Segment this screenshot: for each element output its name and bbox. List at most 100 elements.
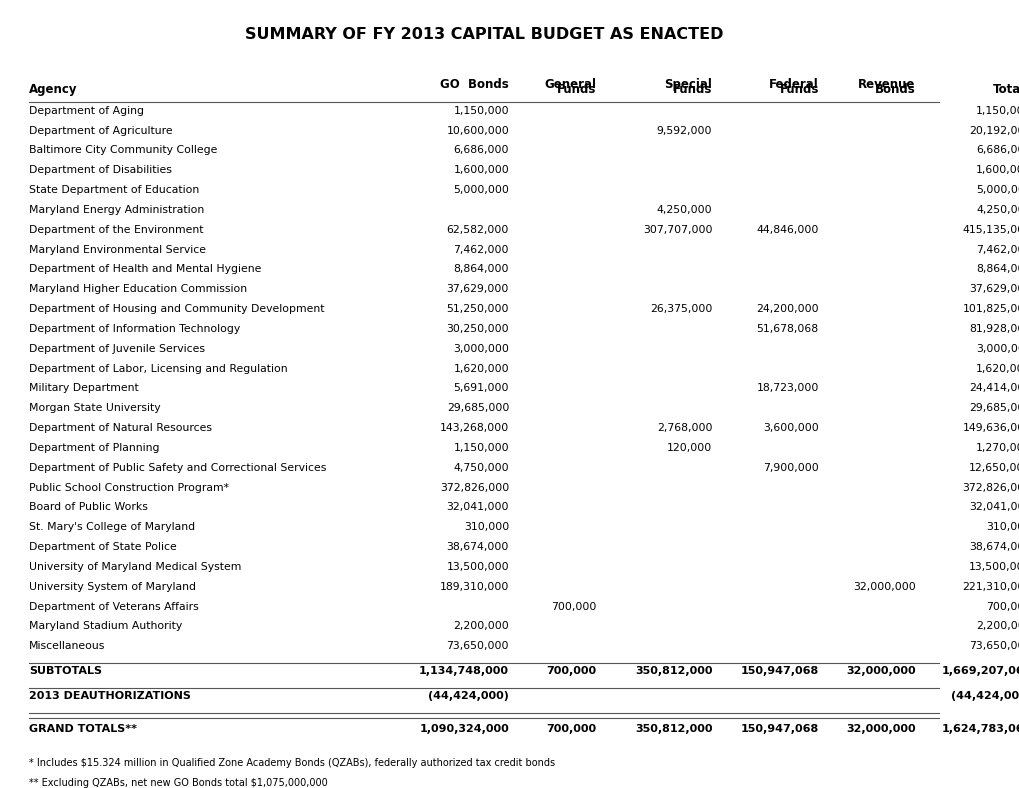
Text: 3,000,000: 3,000,000 <box>975 344 1019 354</box>
Text: St. Mary's College of Maryland: St. Mary's College of Maryland <box>29 522 195 532</box>
Text: 37,629,000: 37,629,000 <box>968 284 1019 294</box>
Text: 372,826,000: 372,826,000 <box>962 482 1019 492</box>
Text: 30,250,000: 30,250,000 <box>446 324 508 334</box>
Text: 32,041,000: 32,041,000 <box>968 503 1019 512</box>
Text: 1,134,748,000: 1,134,748,000 <box>419 666 508 675</box>
Text: 18,723,000: 18,723,000 <box>756 384 818 393</box>
Text: Miscellaneous: Miscellaneous <box>29 641 105 651</box>
Text: Department of the Environment: Department of the Environment <box>29 225 204 235</box>
Text: 372,826,000: 372,826,000 <box>439 482 508 492</box>
Text: Federal: Federal <box>768 78 818 91</box>
Text: (44,424,000): (44,424,000) <box>428 691 508 701</box>
Text: 2,768,000: 2,768,000 <box>656 423 711 433</box>
Text: 10,600,000: 10,600,000 <box>446 125 508 136</box>
Text: 81,928,068: 81,928,068 <box>969 324 1019 334</box>
Text: 143,268,000: 143,268,000 <box>439 423 508 433</box>
Text: 150,947,068: 150,947,068 <box>740 666 818 675</box>
Text: 62,582,000: 62,582,000 <box>446 225 508 235</box>
Text: SUBTOTALS: SUBTOTALS <box>29 666 102 675</box>
Text: 29,685,000: 29,685,000 <box>446 403 508 413</box>
Text: 221,310,000: 221,310,000 <box>961 582 1019 592</box>
Text: 8,864,000: 8,864,000 <box>975 265 1019 274</box>
Text: 700,000: 700,000 <box>985 601 1019 611</box>
Text: 7,462,000: 7,462,000 <box>453 244 508 255</box>
Text: 310,000: 310,000 <box>464 522 508 532</box>
Text: 1,150,000: 1,150,000 <box>453 106 508 116</box>
Text: 700,000: 700,000 <box>550 601 595 611</box>
Text: Public School Construction Program*: Public School Construction Program* <box>29 482 229 492</box>
Text: Totals: Totals <box>991 84 1019 96</box>
Text: 1,150,000: 1,150,000 <box>975 106 1019 116</box>
Text: 9,592,000: 9,592,000 <box>656 125 711 136</box>
Text: 37,629,000: 37,629,000 <box>446 284 508 294</box>
Text: University System of Maryland: University System of Maryland <box>29 582 196 592</box>
Text: (44,424,000): (44,424,000) <box>950 691 1019 701</box>
Text: 20,192,000: 20,192,000 <box>968 125 1019 136</box>
Text: Funds: Funds <box>779 84 818 96</box>
Text: 38,674,000: 38,674,000 <box>968 542 1019 552</box>
Text: General: General <box>544 78 595 91</box>
Text: 4,750,000: 4,750,000 <box>453 463 508 473</box>
Text: 38,674,000: 38,674,000 <box>446 542 508 552</box>
Text: 350,812,000: 350,812,000 <box>634 724 711 734</box>
Text: 7,900,000: 7,900,000 <box>762 463 818 473</box>
Text: University of Maryland Medical System: University of Maryland Medical System <box>29 562 242 572</box>
Text: 3,600,000: 3,600,000 <box>762 423 818 433</box>
Text: 32,000,000: 32,000,000 <box>845 724 915 734</box>
Text: 2013 DEAUTHORIZATIONS: 2013 DEAUTHORIZATIONS <box>29 691 191 701</box>
Text: 2,200,000: 2,200,000 <box>975 622 1019 631</box>
Text: Funds: Funds <box>556 84 595 96</box>
Text: 51,678,068: 51,678,068 <box>756 324 818 334</box>
Text: Department of Public Safety and Correctional Services: Department of Public Safety and Correcti… <box>29 463 326 473</box>
Text: Department of Housing and Community Development: Department of Housing and Community Deve… <box>29 304 324 314</box>
Text: 700,000: 700,000 <box>545 666 595 675</box>
Text: Department of Labor, Licensing and Regulation: Department of Labor, Licensing and Regul… <box>29 363 287 374</box>
Text: Maryland Higher Education Commission: Maryland Higher Education Commission <box>29 284 247 294</box>
Text: SUMMARY OF FY 2013 CAPITAL BUDGET AS ENACTED: SUMMARY OF FY 2013 CAPITAL BUDGET AS ENA… <box>245 28 722 43</box>
Text: 26,375,000: 26,375,000 <box>649 304 711 314</box>
Text: 5,691,000: 5,691,000 <box>453 384 508 393</box>
Text: GRAND TOTALS**: GRAND TOTALS** <box>29 724 137 734</box>
Text: 1,620,000: 1,620,000 <box>453 363 508 374</box>
Text: 1,090,324,000: 1,090,324,000 <box>419 724 508 734</box>
Text: * Includes $15.324 million in Qualified Zone Academy Bonds (QZABs), federally au: * Includes $15.324 million in Qualified … <box>29 758 554 768</box>
Text: 4,250,000: 4,250,000 <box>975 205 1019 215</box>
Text: 8,864,000: 8,864,000 <box>453 265 508 274</box>
Text: 32,000,000: 32,000,000 <box>852 582 915 592</box>
Text: 150,947,068: 150,947,068 <box>740 724 818 734</box>
Text: 24,414,000: 24,414,000 <box>968 384 1019 393</box>
Text: 1,669,207,068: 1,669,207,068 <box>941 666 1019 675</box>
Text: Maryland Environmental Service: Maryland Environmental Service <box>29 244 206 255</box>
Text: Board of Public Works: Board of Public Works <box>29 503 148 512</box>
Text: Department of Aging: Department of Aging <box>29 106 144 116</box>
Text: 51,250,000: 51,250,000 <box>446 304 508 314</box>
Text: Department of State Police: Department of State Police <box>29 542 176 552</box>
Text: Military Department: Military Department <box>29 384 139 393</box>
Text: 1,600,000: 1,600,000 <box>975 165 1019 175</box>
Text: Agency: Agency <box>29 84 77 96</box>
Text: State Department of Education: State Department of Education <box>29 185 199 195</box>
Text: 101,825,000: 101,825,000 <box>961 304 1019 314</box>
Text: 350,812,000: 350,812,000 <box>634 666 711 675</box>
Text: 44,846,000: 44,846,000 <box>756 225 818 235</box>
Text: 700,000: 700,000 <box>545 724 595 734</box>
Text: 415,135,000: 415,135,000 <box>962 225 1019 235</box>
Text: ** Excluding QZABs, net new GO Bonds total $1,075,000,000: ** Excluding QZABs, net new GO Bonds tot… <box>29 778 327 788</box>
Text: 1,620,000: 1,620,000 <box>975 363 1019 374</box>
Text: 1,270,000: 1,270,000 <box>975 443 1019 453</box>
Text: Maryland Energy Administration: Maryland Energy Administration <box>29 205 204 215</box>
Text: Revenue: Revenue <box>857 78 915 91</box>
Text: 1,150,000: 1,150,000 <box>453 443 508 453</box>
Text: 24,200,000: 24,200,000 <box>755 304 818 314</box>
Text: 6,686,000: 6,686,000 <box>453 146 508 155</box>
Text: 13,500,000: 13,500,000 <box>968 562 1019 572</box>
Text: Bonds: Bonds <box>874 84 915 96</box>
Text: Department of Juvenile Services: Department of Juvenile Services <box>29 344 205 354</box>
Text: 310,000: 310,000 <box>985 522 1019 532</box>
Text: 32,000,000: 32,000,000 <box>845 666 915 675</box>
Text: Baltimore City Community College: Baltimore City Community College <box>29 146 217 155</box>
Text: 7,462,000: 7,462,000 <box>975 244 1019 255</box>
Text: 12,650,000: 12,650,000 <box>968 463 1019 473</box>
Text: Department of Agriculture: Department of Agriculture <box>29 125 172 136</box>
Text: 307,707,000: 307,707,000 <box>642 225 711 235</box>
